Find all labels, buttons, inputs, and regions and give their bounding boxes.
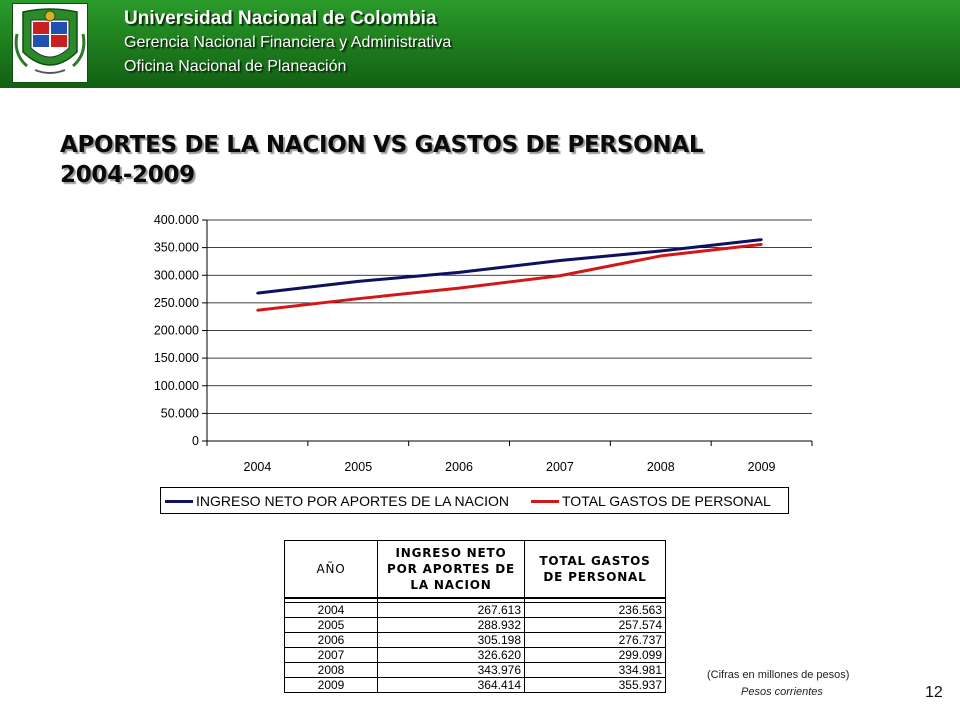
y-tick-label: 250.000 (154, 296, 199, 310)
slide-title: APORTES DE LA NACION VS GASTOS DE PERSON… (60, 130, 820, 190)
table-header-year: AÑO (284, 540, 378, 599)
x-tick-label: 2009 (748, 460, 776, 474)
table-cell-year: 2005 (284, 617, 378, 633)
data-point (457, 286, 461, 290)
x-tick-label: 2004 (244, 460, 272, 474)
prices-note: Pesos corrientes (741, 686, 823, 698)
legend-label-aportes: INGRESO NETO POR APORTES DE LA NACION (196, 493, 510, 509)
table-row: 2004 267.613 236.563 (284, 602, 666, 618)
table-cell-gastos: 299.099 (524, 647, 666, 663)
table-cell-aportes: 364.414 (377, 677, 525, 693)
data-table: AÑO INGRESO NETO POR APORTES DE LA NACIO… (284, 540, 666, 693)
series-line-aportes (257, 238, 762, 295)
table-spacer-row (284, 597, 666, 603)
table-cell-gastos: 257.574 (524, 617, 666, 633)
slide-title-line1: APORTES DE LA NACION VS GASTOS DE PERSON… (60, 132, 704, 158)
table-cell-gastos: 355.937 (524, 677, 666, 693)
x-tick-label: 2005 (344, 460, 372, 474)
table-row: 2006 305.198 276.737 (284, 632, 666, 648)
table-cell-aportes: 288.932 (377, 617, 525, 633)
x-tick-label: 2006 (445, 460, 473, 474)
table-row: 2009 364.414 355.937 (284, 677, 666, 693)
table-cell-aportes: 326.620 (377, 647, 525, 663)
table-row: 2005 288.932 257.574 (284, 617, 666, 633)
table-header-gastos: TOTAL GASTOS DE PERSONAL (524, 540, 666, 599)
table-cell-year: 2007 (284, 647, 378, 663)
x-tick-label: 2008 (647, 460, 675, 474)
data-point (760, 238, 763, 241)
y-tick-label: 150.000 (154, 351, 199, 365)
table-row: 2007 326.620 299.099 (284, 647, 666, 663)
y-tick-label: 200.000 (154, 324, 199, 338)
page-number: 12 (925, 684, 943, 701)
series-line-gastos (257, 242, 762, 312)
y-tick-label: 100.000 (154, 379, 199, 393)
table-cell-gastos: 236.563 (524, 602, 666, 618)
y-tick-label: 350.000 (154, 241, 199, 255)
table-cell-aportes: 343.976 (377, 662, 525, 678)
y-tick-label: 400.000 (154, 213, 199, 227)
legend-swatch-aportes (165, 499, 193, 503)
data-point (760, 243, 763, 246)
table-cell-aportes: 305.198 (377, 632, 525, 648)
data-point (357, 297, 360, 300)
data-point (256, 291, 259, 295)
table-cell-year: 2009 (284, 677, 378, 693)
data-point (256, 309, 259, 312)
legend-label-gastos: TOTAL GASTOS DE PERSONAL (562, 493, 771, 509)
table-cell-year: 2008 (284, 662, 378, 678)
table-cell-year: 2006 (284, 632, 378, 648)
legend-item-aportes: INGRESO NETO POR APORTES DE LA NACION (165, 493, 509, 509)
university-crest-logo (12, 3, 88, 83)
legend-item-gastos: TOTAL GASTOS DE PERSONAL (531, 493, 771, 509)
data-point (357, 280, 360, 283)
org-division: Gerencia Nacional Financiera y Administr… (124, 34, 452, 51)
y-tick-label: 0 (192, 434, 199, 448)
legend-swatch-gastos (531, 499, 559, 503)
header-banner: Universidad Nacional de Colombia Gerenci… (0, 0, 960, 88)
data-point (558, 259, 562, 262)
table-cell-gastos: 276.737 (524, 632, 666, 648)
data-point (457, 271, 461, 274)
y-tick-label: 300.000 (154, 268, 199, 282)
slide-title-line2: 2004-2009 (60, 162, 195, 188)
chart-legend: INGRESO NETO POR APORTES DE LA NACION TO… (160, 487, 789, 514)
data-point (558, 274, 562, 277)
x-tick-label: 2007 (546, 460, 574, 474)
y-tick-label: 50.000 (161, 406, 199, 420)
table-cell-gastos: 334.981 (524, 662, 666, 678)
org-office: Oficina Nacional de Planeación (124, 58, 347, 75)
org-name: Universidad Nacional de Colombia (124, 8, 437, 29)
table-header-aportes: INGRESO NETO POR APORTES DE LA NACION (377, 540, 525, 599)
table-cell-year: 2004 (284, 602, 378, 618)
data-point (659, 254, 662, 258)
table-header-row: AÑO INGRESO NETO POR APORTES DE LA NACIO… (284, 540, 666, 599)
units-note: (Cifras en millones de pesos) (707, 669, 850, 681)
table-row: 2008 343.976 334.981 (284, 662, 666, 678)
data-point (659, 249, 662, 253)
table-cell-aportes: 267.613 (377, 602, 525, 618)
